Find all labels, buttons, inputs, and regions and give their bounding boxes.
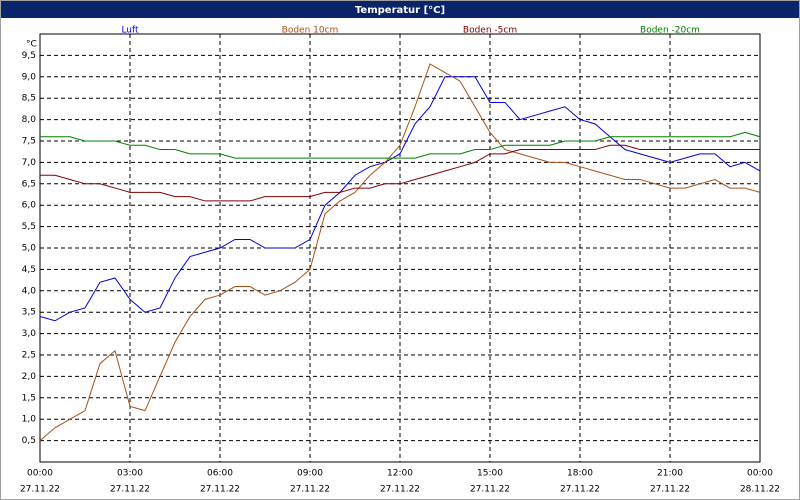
y-tick-label: 3,5 bbox=[22, 308, 36, 318]
y-tick-label: 6,0 bbox=[22, 201, 37, 211]
y-tick-label: 5,0 bbox=[22, 244, 37, 254]
y-axis-unit: °C bbox=[26, 40, 37, 50]
x-tick-label: 09:00 bbox=[297, 469, 323, 479]
data-line bbox=[39, 63, 761, 441]
y-tick-label: 8,5 bbox=[22, 94, 36, 104]
data-line bbox=[40, 144, 760, 202]
legend-entry: Luft bbox=[121, 26, 139, 36]
x-tick-date: 27.11.22 bbox=[110, 485, 150, 495]
x-tick-date: 27.11.22 bbox=[380, 485, 420, 495]
x-tick-date: 27.11.22 bbox=[290, 485, 330, 495]
x-tick-label: 12:00 bbox=[387, 469, 413, 479]
chart-title: Temperatur [°C] bbox=[355, 5, 445, 16]
legend-entry: Boden -20cm bbox=[640, 26, 700, 36]
y-tick-label: 2,0 bbox=[22, 372, 37, 382]
title-bar bbox=[1, 1, 799, 18]
plot-frame bbox=[39, 33, 761, 463]
legend-entry: Boden -5cm bbox=[463, 26, 517, 36]
x-tick-label: 21:00 bbox=[657, 469, 683, 479]
x-tick-label: 03:00 bbox=[117, 469, 143, 479]
y-tick-label: 7,5 bbox=[22, 137, 36, 147]
x-tick-label: 00:00 bbox=[747, 469, 773, 479]
x-tick-label: 00:00 bbox=[27, 469, 53, 479]
y-tick-label: 6,5 bbox=[22, 179, 36, 189]
x-tick-date: 27.11.22 bbox=[20, 485, 60, 495]
y-tick-label: 2,5 bbox=[22, 351, 36, 361]
y-tick-label: 8,0 bbox=[22, 115, 37, 125]
y-tick-label: 4,0 bbox=[22, 286, 37, 296]
y-tick-label: 7,0 bbox=[22, 158, 37, 168]
y-tick-label: 5,5 bbox=[22, 222, 36, 232]
y-tick-label: 9,0 bbox=[22, 72, 37, 82]
legend-entry: Boden 10cm bbox=[282, 26, 339, 36]
y-tick-label: 0,5 bbox=[22, 436, 36, 446]
y-tick-label: 1,0 bbox=[22, 415, 37, 425]
x-tick-date: 27.11.22 bbox=[560, 485, 600, 495]
x-tick-date: 27.11.22 bbox=[650, 485, 690, 495]
x-tick-date: 27.11.22 bbox=[470, 485, 510, 495]
data-line bbox=[40, 131, 761, 159]
x-tick-label: 18:00 bbox=[567, 469, 593, 479]
x-tick-date: 27.11.22 bbox=[200, 485, 240, 495]
x-tick-label: 06:00 bbox=[207, 469, 233, 479]
data-line bbox=[39, 76, 761, 322]
x-tick-label: 15:00 bbox=[477, 469, 503, 479]
y-tick-label: 4,5 bbox=[22, 265, 36, 275]
y-tick-label: 9,5 bbox=[22, 51, 36, 61]
y-tick-label: 1,5 bbox=[22, 393, 36, 403]
x-tick-date: 28.11.22 bbox=[740, 485, 780, 495]
y-tick-label: 3,0 bbox=[22, 329, 37, 339]
